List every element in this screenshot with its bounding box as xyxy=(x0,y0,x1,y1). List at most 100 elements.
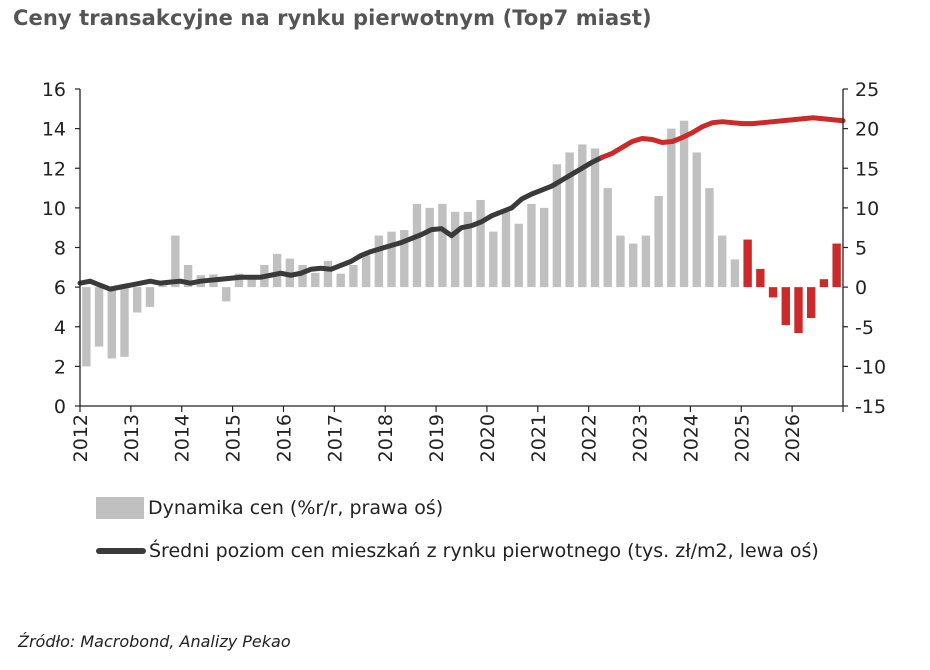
bar xyxy=(718,235,727,288)
bar xyxy=(743,239,752,288)
x-tick-label: 2021 xyxy=(528,414,550,462)
right-tick-label: -5 xyxy=(855,317,874,339)
legend-line: Średni poziom cen mieszkań z rynku pierw… xyxy=(96,540,819,562)
bar xyxy=(501,211,511,288)
left-tick-label: 8 xyxy=(54,238,66,260)
bar xyxy=(654,195,663,288)
source-note: Źródło: Macrobond, Analizy Pekao xyxy=(18,632,291,651)
bar xyxy=(336,273,345,288)
bar xyxy=(781,287,790,326)
bar xyxy=(730,259,740,288)
x-tick-label: 2018 xyxy=(375,414,397,462)
bar xyxy=(552,164,562,288)
legend-bars-label: Dynamika cen (%r/r, prawa oś) xyxy=(148,497,444,519)
price-line-forecast xyxy=(599,115,846,160)
bar xyxy=(463,211,473,288)
x-tick-label: 2025 xyxy=(731,414,753,462)
left-tick-label: 12 xyxy=(42,158,66,180)
bar xyxy=(832,243,841,288)
bar xyxy=(768,287,778,298)
bar xyxy=(807,287,816,319)
price-line-actual xyxy=(77,154,605,292)
bar xyxy=(374,235,384,288)
left-tick-label: 2 xyxy=(54,356,66,378)
bar xyxy=(603,188,612,288)
right-tick-label: 5 xyxy=(855,238,867,260)
bar xyxy=(514,223,523,288)
left-tick-label: 14 xyxy=(42,119,66,141)
bar xyxy=(565,152,574,288)
bar xyxy=(323,260,333,288)
left-tick-label: 10 xyxy=(42,198,66,220)
bar xyxy=(387,231,396,288)
right-tick-label: 10 xyxy=(855,198,879,220)
x-tick-label: 2026 xyxy=(782,414,804,462)
bar xyxy=(578,144,587,288)
bar xyxy=(158,285,167,288)
legend-line-swatch xyxy=(96,548,146,554)
bar xyxy=(107,287,116,359)
x-tick-label: 2013 xyxy=(121,414,143,462)
bar xyxy=(628,243,638,288)
bar xyxy=(425,207,434,288)
x-tick-label: 2024 xyxy=(680,414,702,462)
right-tick-label: 25 xyxy=(855,79,879,101)
bar xyxy=(667,128,676,288)
bar xyxy=(247,275,256,288)
bar xyxy=(311,272,320,288)
bar xyxy=(590,148,600,288)
x-tick-label: 2020 xyxy=(477,414,499,462)
bar xyxy=(94,287,104,347)
bar xyxy=(400,230,409,288)
x-tick-label: 2019 xyxy=(426,414,448,462)
bar xyxy=(819,279,829,288)
bar xyxy=(679,120,689,288)
left-tick-label: 4 xyxy=(54,317,66,339)
bar xyxy=(234,273,244,288)
bar xyxy=(476,199,485,288)
legend-bars: Dynamika cen (%r/r, prawa oś) xyxy=(96,497,443,519)
right-tick-label: -10 xyxy=(855,356,886,378)
bar xyxy=(412,203,422,288)
bar xyxy=(171,235,180,288)
bar xyxy=(120,287,129,357)
bar xyxy=(82,287,91,367)
bar xyxy=(527,203,536,288)
bar xyxy=(450,211,460,288)
bar xyxy=(616,235,625,288)
bar xyxy=(349,264,358,288)
right-tick-label: 0 xyxy=(855,277,867,299)
bar xyxy=(133,287,142,313)
bar xyxy=(222,287,231,302)
right-tick-label: 20 xyxy=(855,119,879,141)
left-tick-label: 6 xyxy=(54,277,66,299)
left-tick-label: 16 xyxy=(42,79,66,101)
legend-line-label: Średni poziom cen mieszkań z rynku pierw… xyxy=(149,540,819,562)
right-tick-label: 15 xyxy=(855,158,879,180)
right-tick-label: -15 xyxy=(855,396,886,418)
bar xyxy=(298,264,307,288)
bar xyxy=(641,235,651,288)
bar xyxy=(489,231,498,288)
bar xyxy=(794,287,803,334)
chart-title: Ceny transakcyjne na rynku pierwotnym (T… xyxy=(13,6,652,30)
x-tick-label: 2023 xyxy=(630,414,652,462)
x-tick-label: 2015 xyxy=(223,414,245,462)
x-tick-label: 2016 xyxy=(273,414,295,462)
legend-bar-swatch xyxy=(96,497,144,519)
left-tick-label: 0 xyxy=(54,396,66,418)
bar xyxy=(145,287,155,307)
bar xyxy=(438,203,447,288)
x-tick-label: 2014 xyxy=(172,414,194,462)
x-tick-label: 2012 xyxy=(70,414,92,462)
bar xyxy=(361,255,371,288)
x-tick-label: 2017 xyxy=(324,414,346,462)
bar xyxy=(183,264,193,288)
bar xyxy=(705,188,714,288)
bar xyxy=(539,207,549,288)
bar xyxy=(272,253,282,288)
bar xyxy=(756,268,765,288)
x-tick-label: 2022 xyxy=(579,414,601,462)
bar xyxy=(692,152,701,288)
